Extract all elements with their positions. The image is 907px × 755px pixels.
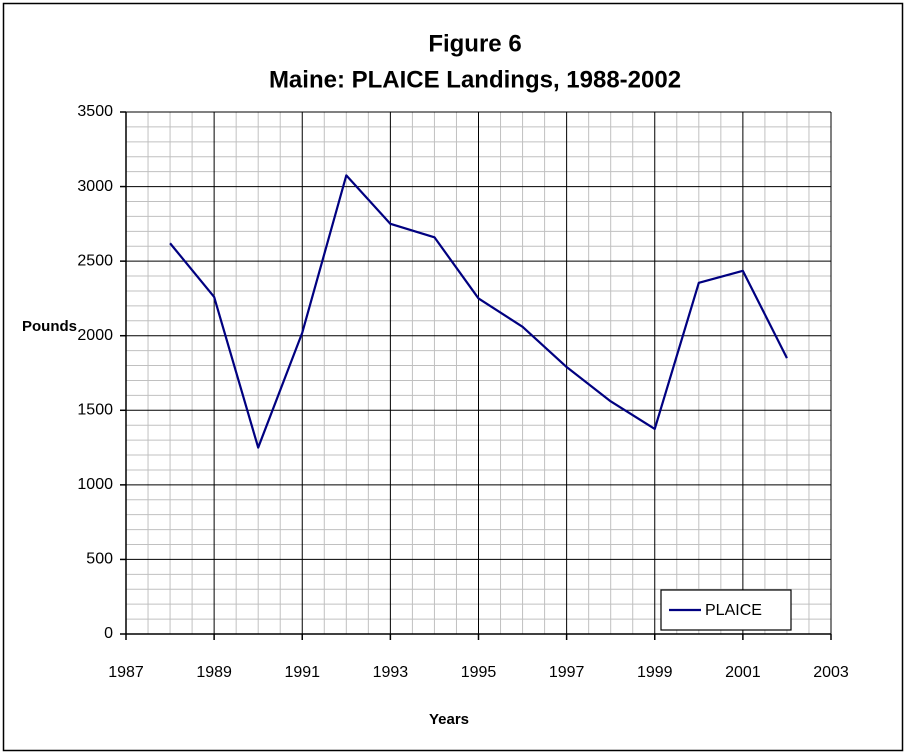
x-axis-label: Years xyxy=(429,711,469,728)
y-axis-label: Pounds xyxy=(22,318,77,335)
x-tick-label: 1991 xyxy=(284,664,320,681)
x-tick-label: 1995 xyxy=(461,664,497,681)
chart-title: Figure 6 xyxy=(428,30,521,57)
chart-subtitle: Maine: PLAICE Landings, 1988-2002 xyxy=(269,66,681,93)
x-tick-label: 1997 xyxy=(549,664,585,681)
x-tick-label: 2001 xyxy=(725,664,761,681)
y-tick-label: 2000 xyxy=(77,327,113,344)
x-tick-label: 2003 xyxy=(813,664,849,681)
y-tick-label: 1000 xyxy=(77,476,113,493)
x-tick-label: 1993 xyxy=(373,664,409,681)
x-tick-label: 1987 xyxy=(108,664,144,681)
y-tick-label: 0 xyxy=(104,625,113,642)
y-tick-label: 3500 xyxy=(77,103,113,120)
legend-label: PLAICE xyxy=(705,602,762,619)
y-tick-label: 500 xyxy=(86,551,113,568)
y-tick-label: 1500 xyxy=(77,402,113,419)
data-line xyxy=(169,174,788,449)
y-tick-label: 2500 xyxy=(77,252,113,269)
y-tick-label: 3000 xyxy=(77,178,113,195)
x-tick-label: 1989 xyxy=(196,664,232,681)
x-tick-label: 1999 xyxy=(637,664,673,681)
